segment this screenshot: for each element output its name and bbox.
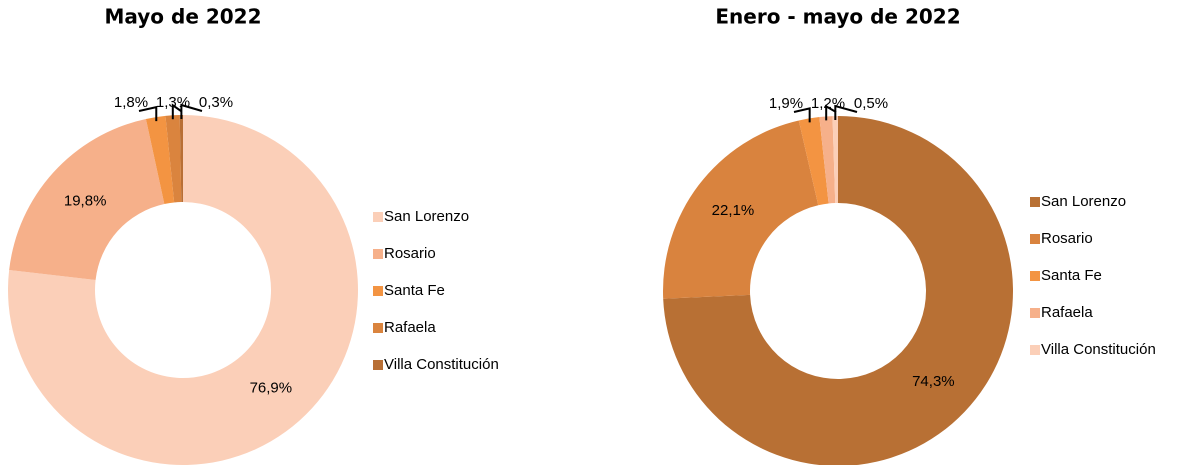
legend-label: Santa Fe [384,282,445,299]
data-label: 22,1% [712,202,755,219]
data-label: 74,3% [912,373,955,390]
legend-label: San Lorenzo [384,208,469,225]
legend-swatch [1030,271,1040,281]
legend-swatch [373,249,383,259]
leader-line [171,103,182,120]
donut-slice [145,115,175,204]
leader-line [793,107,811,123]
data-label: 1,9% [769,95,803,112]
donut-slice [663,120,819,299]
legend-label: Villa Constitución [1041,341,1156,358]
donut-slice [9,118,165,280]
legend-swatch [1030,345,1040,355]
donut-slice [7,115,359,465]
legend-label: Rafaela [1041,304,1093,321]
data-label: 76,9% [250,379,293,396]
legend-swatch [1030,234,1040,244]
legend-label: Rafaela [384,319,436,336]
donut-slice [165,115,182,203]
data-label: 19,8% [64,192,107,209]
donut-slice [663,116,1013,465]
chart-title: Mayo de 2022 [104,5,261,29]
leader-line [138,105,158,122]
donut-slice [798,116,829,206]
data-label: 1,8% [114,94,148,111]
data-label: 1,3% [156,94,190,111]
donut-slice [819,116,836,204]
legend-label: Santa Fe [1041,267,1102,284]
legend-swatch [1030,197,1040,207]
legend-swatch [1030,308,1040,318]
data-label: 0,3% [199,94,233,111]
data-label: 1,2% [811,95,845,112]
legend-label: Rosario [1041,230,1093,247]
donut-slice [832,116,838,204]
legend-swatch [373,323,383,333]
donut-slice [179,115,183,203]
data-label: 0,5% [854,95,888,112]
legend-swatch [373,286,383,296]
leader-line [834,104,858,121]
leader-line [180,103,203,120]
legend-label: Villa Constitución [384,356,499,373]
legend-swatch [373,360,383,370]
legend-swatch [373,212,383,222]
legend-label: Rosario [384,245,436,262]
chart-title: Enero - mayo de 2022 [715,5,960,29]
leader-line [825,104,837,121]
legend-label: San Lorenzo [1041,193,1126,210]
